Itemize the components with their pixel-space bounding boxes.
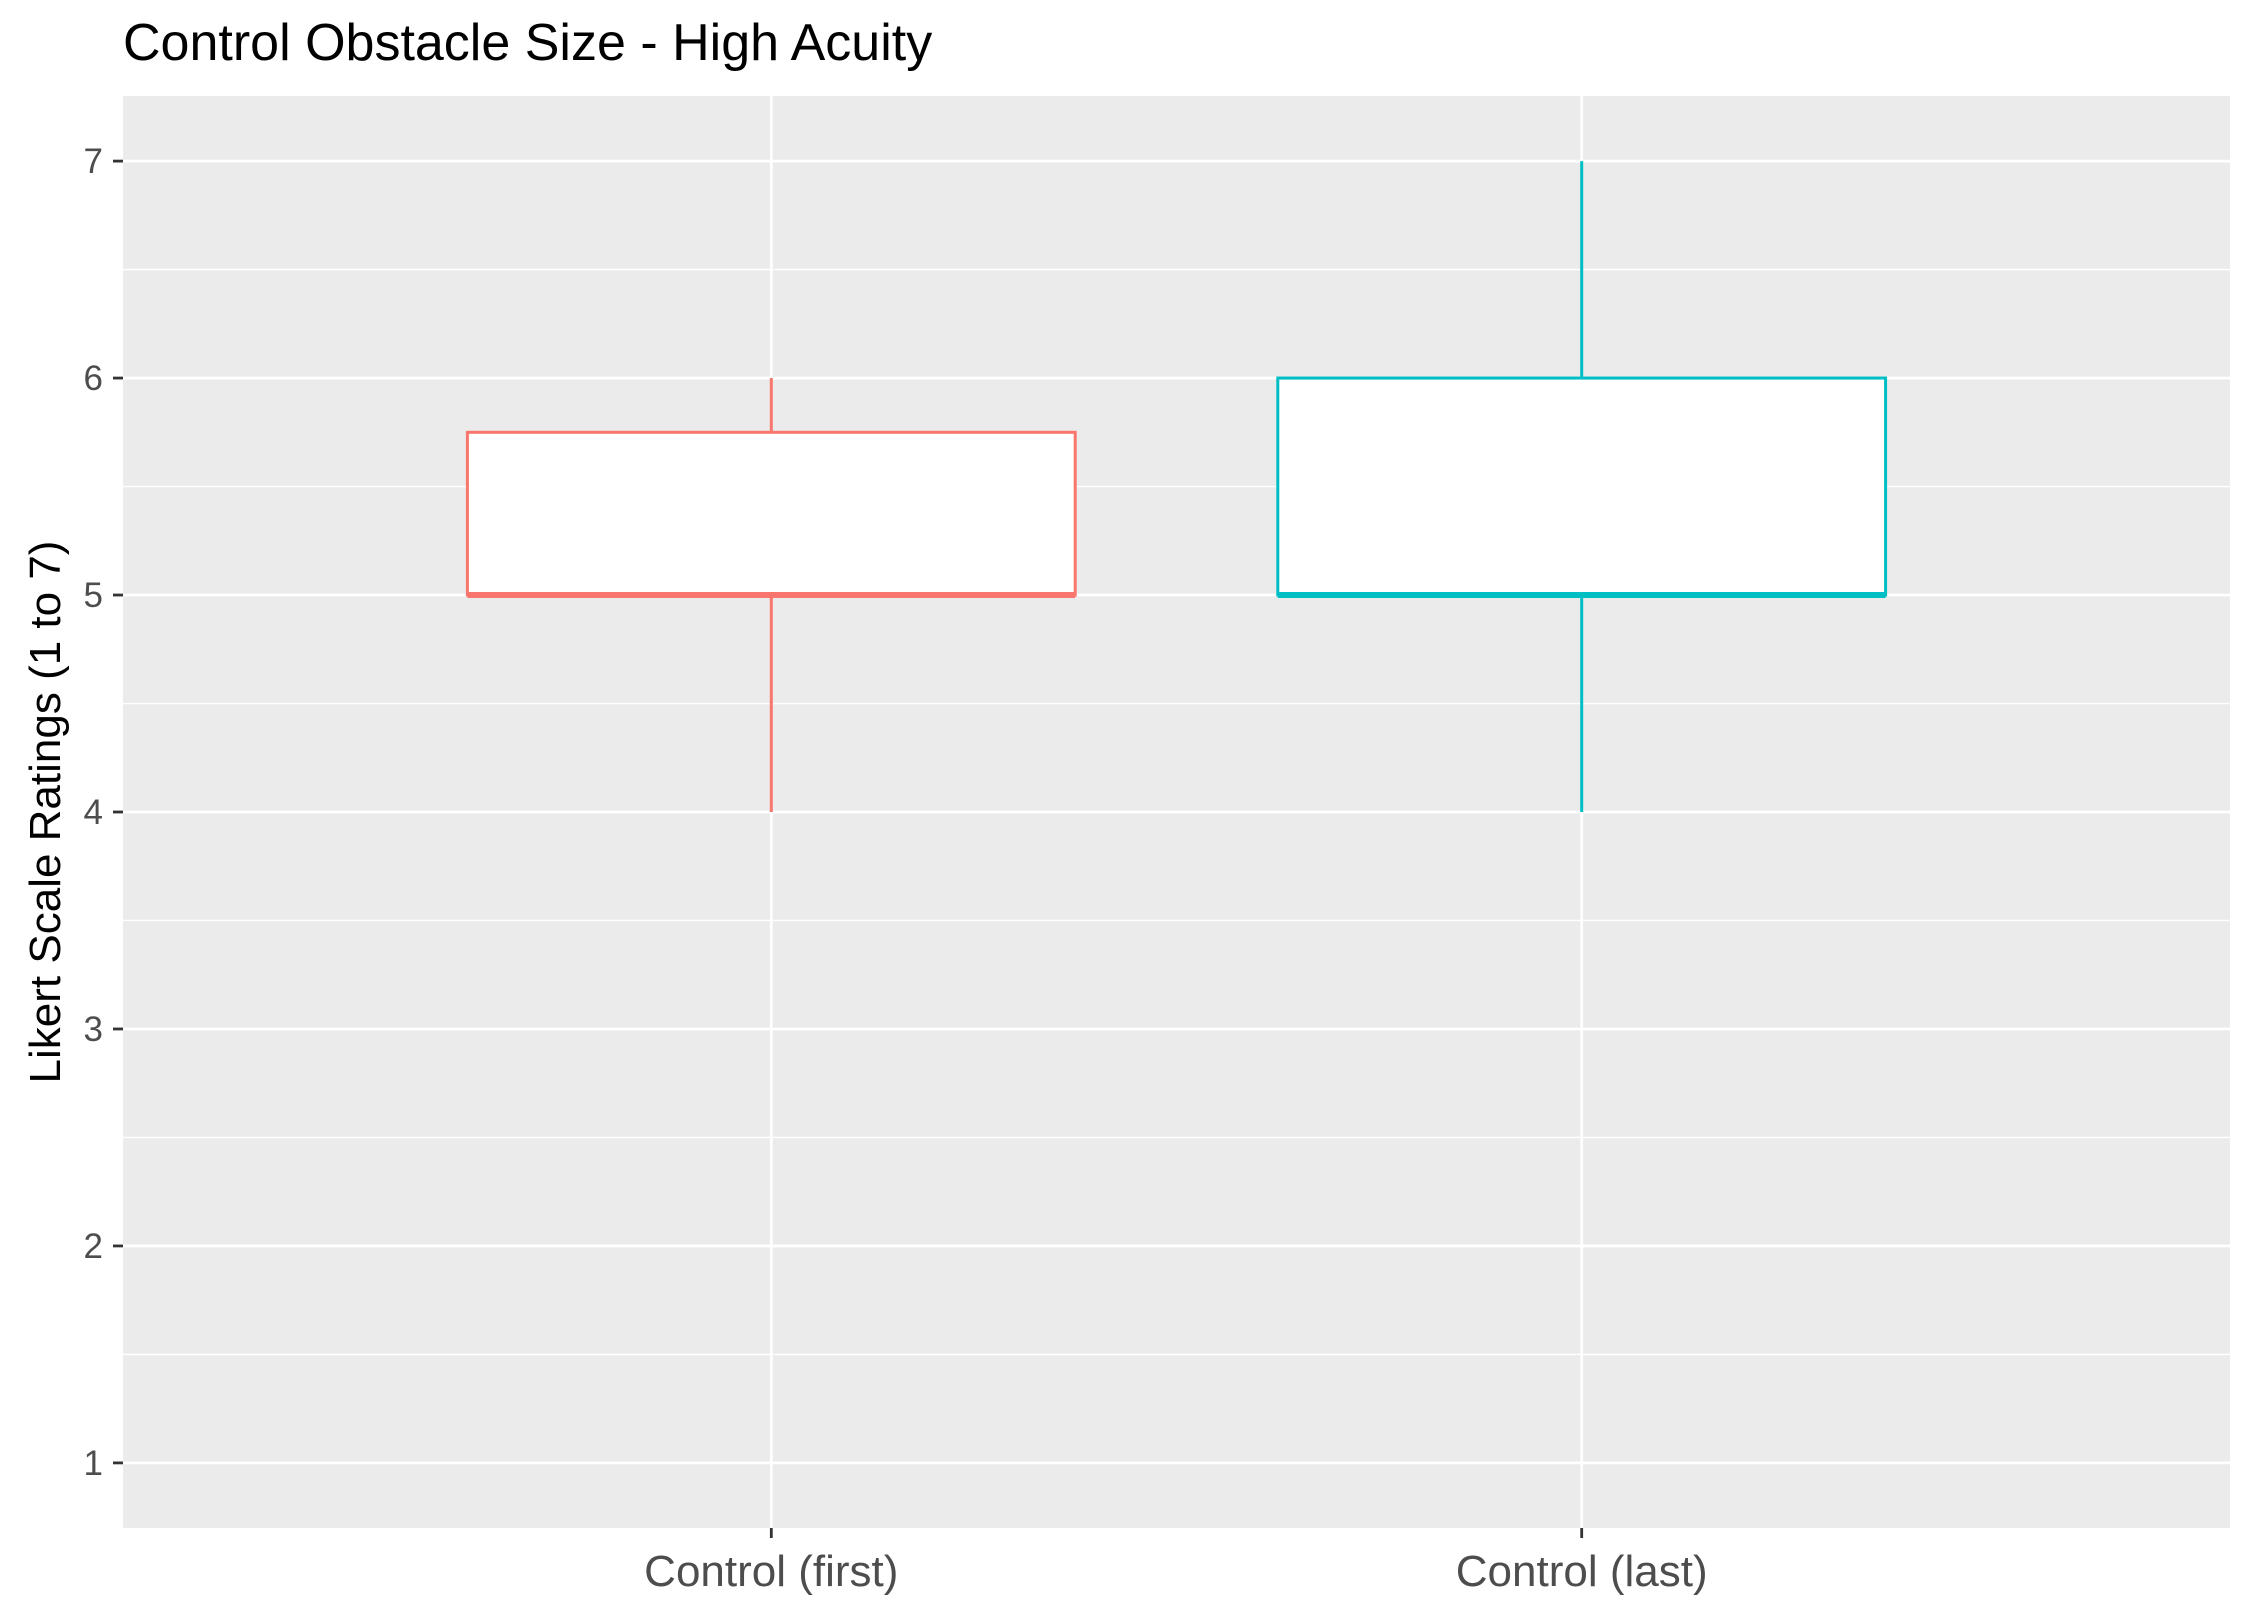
axes: 1 2 3 4 5 6 7 Control (first) Control (last) [84,142,1708,1596]
x-tick-label: Control (last) [1456,1547,1708,1596]
y-tick-label: 5 [84,576,103,615]
x-tick-label: Control (first) [644,1547,898,1596]
y-tick-label: 2 [84,1227,103,1266]
y-tick-label: 4 [84,793,103,832]
chart-title: Control Obstacle Size - High Acuity [123,14,932,72]
box-series [465,161,1888,812]
y-tick-label: 1 [84,1444,103,1483]
y-tick-label: 3 [84,1010,103,1049]
box-iqr [465,430,1077,597]
y-tick-label: 7 [84,142,103,181]
y-tick-label: 6 [84,359,103,398]
y-axis-title: Likert Scale Ratings (1 to 7) [21,541,70,1084]
box-iqr [1276,376,1888,597]
